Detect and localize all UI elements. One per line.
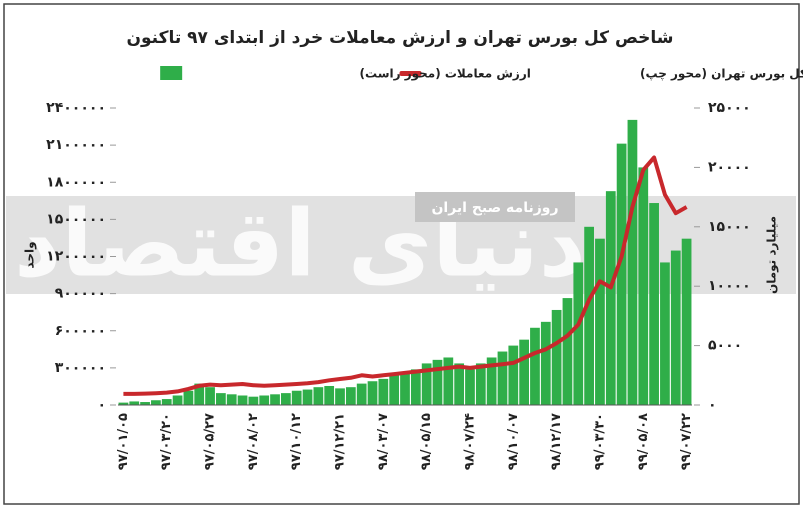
y-tick-label: ۳۰۰۰۰۰ bbox=[55, 360, 106, 376]
bar bbox=[237, 395, 248, 405]
bar bbox=[497, 351, 508, 405]
bar bbox=[140, 402, 150, 405]
y-tick-label: ۰ bbox=[97, 397, 106, 413]
bar bbox=[259, 395, 270, 405]
y2-tick-label: ۱۵۰۰۰ bbox=[708, 219, 751, 235]
chart-title: شاخص کل بورس تهران و ارزش معاملات خرد از… bbox=[126, 28, 673, 48]
bar bbox=[551, 309, 562, 405]
y2-tick-label: ۱۰۰۰۰ bbox=[708, 278, 751, 294]
bar bbox=[605, 191, 616, 405]
bar bbox=[573, 262, 584, 405]
bar bbox=[627, 119, 638, 405]
bar bbox=[226, 394, 237, 405]
bar bbox=[421, 363, 432, 405]
x-tick-label: ۹۸/۱۲/۱۷ bbox=[549, 413, 564, 470]
x-tick-label: ۹۷/۰۸/۰۲ bbox=[246, 413, 261, 470]
x-tick-label: ۹۸/۰۵/۱۵ bbox=[419, 413, 434, 470]
y-tick-label: ۶۰۰۰۰۰ bbox=[55, 323, 106, 339]
bar bbox=[454, 363, 465, 405]
bar bbox=[389, 375, 400, 405]
bar bbox=[302, 389, 313, 405]
y-tick-label: ۱۵۰۰۰۰۰ bbox=[46, 211, 106, 227]
y2-axis-title: میلیارد تومان bbox=[765, 216, 780, 294]
bar bbox=[400, 371, 410, 405]
x-tick-label: ۹۷/۰۵/۲۷ bbox=[203, 413, 218, 470]
bar bbox=[508, 345, 519, 405]
bar bbox=[595, 238, 605, 405]
y-tick-label: ۹۰۰۰۰۰ bbox=[55, 286, 106, 302]
legend-label: ارزش معاملات (محور راست) bbox=[360, 67, 531, 82]
bar bbox=[540, 321, 551, 405]
line bbox=[123, 155, 688, 396]
x-tick-label: ۹۹/۰۷/۲۲ bbox=[679, 413, 694, 470]
bar bbox=[280, 393, 291, 405]
bar bbox=[486, 357, 497, 405]
y2-tick-label: ۵۰۰۰ bbox=[708, 338, 742, 354]
bar bbox=[670, 250, 681, 405]
bar bbox=[335, 388, 345, 405]
y-axis-title: واحد bbox=[23, 241, 38, 268]
bar bbox=[562, 298, 573, 405]
legend-label: شاخص کل بورس تهران (محور چپ) bbox=[640, 67, 803, 82]
bar bbox=[443, 357, 454, 405]
bar bbox=[681, 238, 692, 405]
bar bbox=[151, 400, 161, 405]
x-tick-label: ۹۷/۰۳/۲۰ bbox=[159, 413, 174, 470]
x-tick-label: ۹۷/۰۱/۰۵ bbox=[116, 413, 131, 470]
y-tick-label: ۱۸۰۰۰۰۰ bbox=[46, 174, 106, 190]
x-tick-label: ۹۸/۰۷/۲۴ bbox=[462, 413, 477, 470]
x-tick-label: ۹۸/۰۳/۰۷ bbox=[376, 413, 391, 470]
bar bbox=[465, 369, 475, 405]
y-tick-label: ۲۱۰۰۰۰۰ bbox=[46, 137, 106, 153]
watermark-label-bg bbox=[415, 192, 575, 222]
x-tick-label: ۹۸/۱۰/۰۷ bbox=[506, 413, 521, 470]
bar bbox=[660, 262, 670, 405]
bar bbox=[410, 369, 421, 405]
bar bbox=[248, 396, 259, 405]
bar bbox=[205, 387, 215, 405]
x-tick-label: ۹۷/۱۰/۱۲ bbox=[289, 413, 304, 470]
bar bbox=[183, 390, 194, 405]
legend-swatch bbox=[160, 66, 183, 80]
bar bbox=[313, 387, 324, 405]
bar bbox=[432, 359, 443, 405]
bar bbox=[378, 378, 389, 405]
bar bbox=[530, 327, 540, 405]
bar bbox=[324, 385, 335, 405]
bar bbox=[649, 203, 659, 405]
bar bbox=[367, 381, 378, 405]
y-tick-label: ۲۴۰۰۰۰۰ bbox=[46, 100, 106, 116]
y2-tick-label: ۲۵۰۰۰ bbox=[708, 100, 751, 116]
bar bbox=[129, 401, 140, 405]
bar bbox=[291, 390, 302, 405]
bar bbox=[616, 143, 627, 405]
y2-tick-label: ۰ bbox=[708, 397, 717, 413]
bar bbox=[216, 393, 226, 405]
bar bbox=[345, 387, 356, 405]
bar bbox=[270, 394, 280, 405]
bar bbox=[638, 167, 649, 405]
bar bbox=[584, 226, 594, 405]
bar bbox=[161, 399, 172, 405]
x-tick-label: ۹۷/۱۲/۲۱ bbox=[333, 413, 348, 470]
x-tick-label: ۹۹/۰۳/۳۰ bbox=[592, 413, 607, 470]
bar bbox=[356, 383, 367, 405]
x-tick-label: ۹۹/۰۵/۰۸ bbox=[636, 413, 651, 470]
bar bbox=[519, 339, 530, 405]
watermark-label: روزنامه صبح ایران bbox=[431, 200, 558, 216]
y2-tick-label: ۲۰۰۰۰ bbox=[708, 159, 751, 175]
bar bbox=[118, 402, 129, 405]
legend-swatch bbox=[399, 71, 422, 76]
y-tick-label: ۱۲۰۰۰۰۰ bbox=[46, 249, 106, 265]
bar bbox=[475, 363, 486, 405]
bar bbox=[172, 395, 183, 405]
bar bbox=[194, 383, 205, 405]
